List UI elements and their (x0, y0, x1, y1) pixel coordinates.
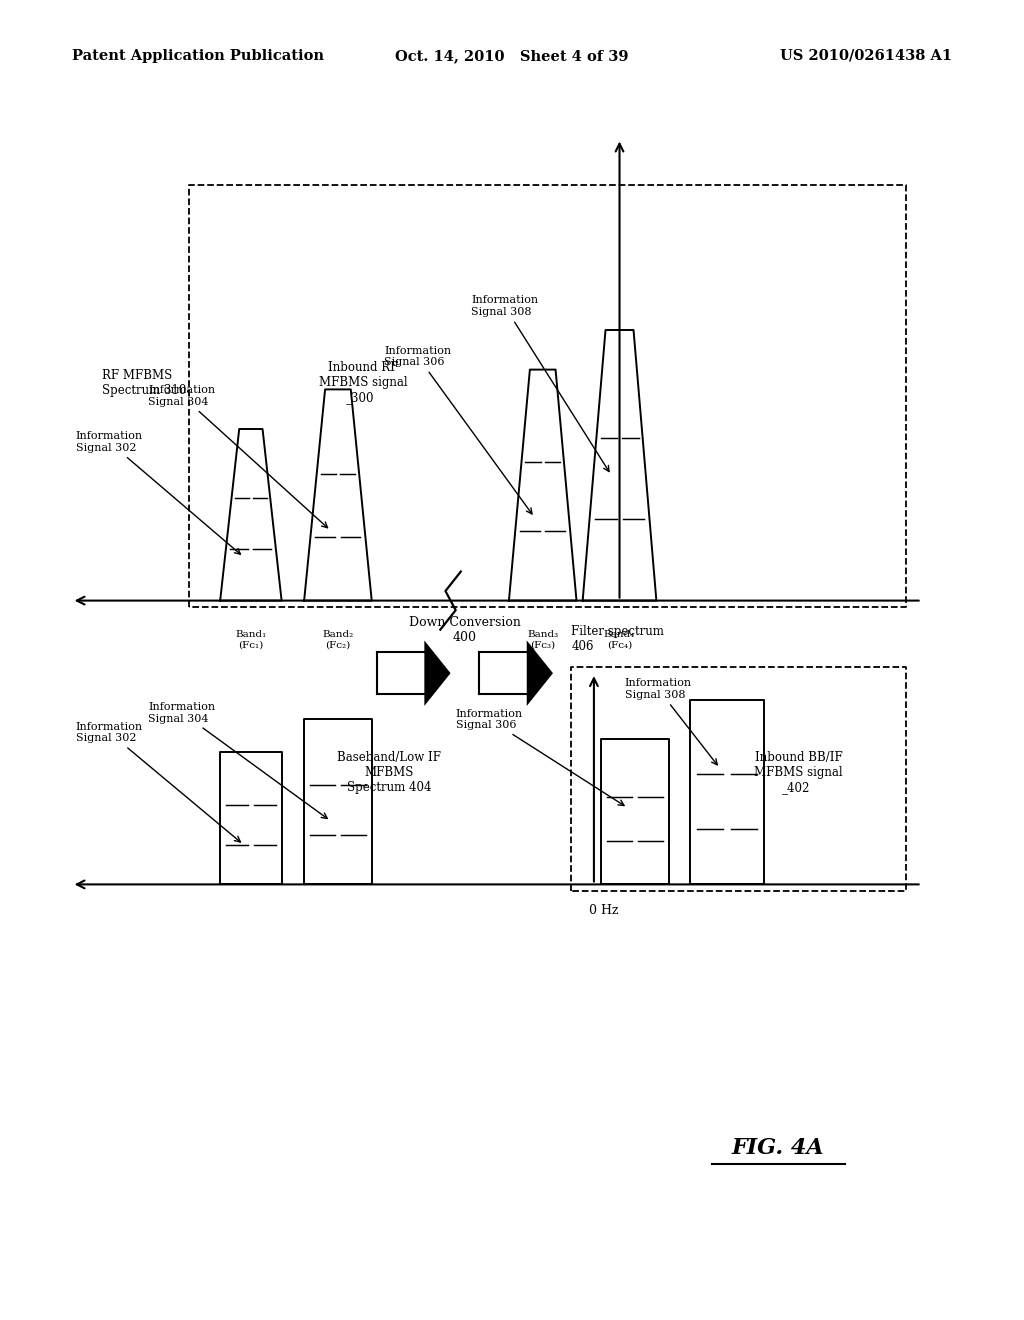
Text: Inbound RF
MFBMS signal
̲300: Inbound RF MFBMS signal ̲300 (319, 362, 408, 404)
Text: Information
Signal 306: Information Signal 306 (384, 346, 532, 513)
Text: Patent Application Publication: Patent Application Publication (72, 49, 324, 63)
Text: Oct. 14, 2010   Sheet 4 of 39: Oct. 14, 2010 Sheet 4 of 39 (395, 49, 629, 63)
Text: FIG. 4A: FIG. 4A (732, 1138, 824, 1159)
Text: 0 Hz: 0 Hz (589, 904, 618, 917)
Text: RF MFBMS
Spectrum 310: RF MFBMS Spectrum 310 (102, 368, 186, 397)
Text: Information
Signal 308: Information Signal 308 (625, 678, 717, 764)
Polygon shape (424, 640, 451, 706)
Text: Baseband/Low IF
MFBMS
Spectrum 404: Baseband/Low IF MFBMS Spectrum 404 (337, 751, 441, 793)
Text: Band₃
(Fᴄ₃): Band₃ (Fᴄ₃) (527, 630, 558, 649)
Text: Information
Signal 304: Information Signal 304 (148, 702, 328, 818)
Text: Information
Signal 306: Information Signal 306 (456, 709, 624, 805)
Text: Information
Signal 304: Information Signal 304 (148, 385, 328, 528)
Text: Inbound BB/IF
MFBMS signal
̲402: Inbound BB/IF MFBMS signal ̲402 (755, 751, 843, 793)
Text: Band₄
(Fᴄ₄): Band₄ (Fᴄ₄) (604, 630, 635, 649)
Text: Band₁
(Fᴄ₁): Band₁ (Fᴄ₁) (236, 630, 266, 649)
Text: Information
Signal 308: Information Signal 308 (471, 296, 609, 471)
Text: US 2010/0261438 A1: US 2010/0261438 A1 (780, 49, 952, 63)
Text: Filter spectrum
406: Filter spectrum 406 (571, 626, 665, 653)
Text: Band₂
(Fᴄ₂): Band₂ (Fᴄ₂) (323, 630, 353, 649)
Text: Information
Signal 302: Information Signal 302 (76, 432, 241, 554)
Text: Information
Signal 302: Information Signal 302 (76, 722, 241, 842)
Polygon shape (526, 640, 553, 706)
Text: Down Conversion
400: Down Conversion 400 (409, 616, 521, 644)
